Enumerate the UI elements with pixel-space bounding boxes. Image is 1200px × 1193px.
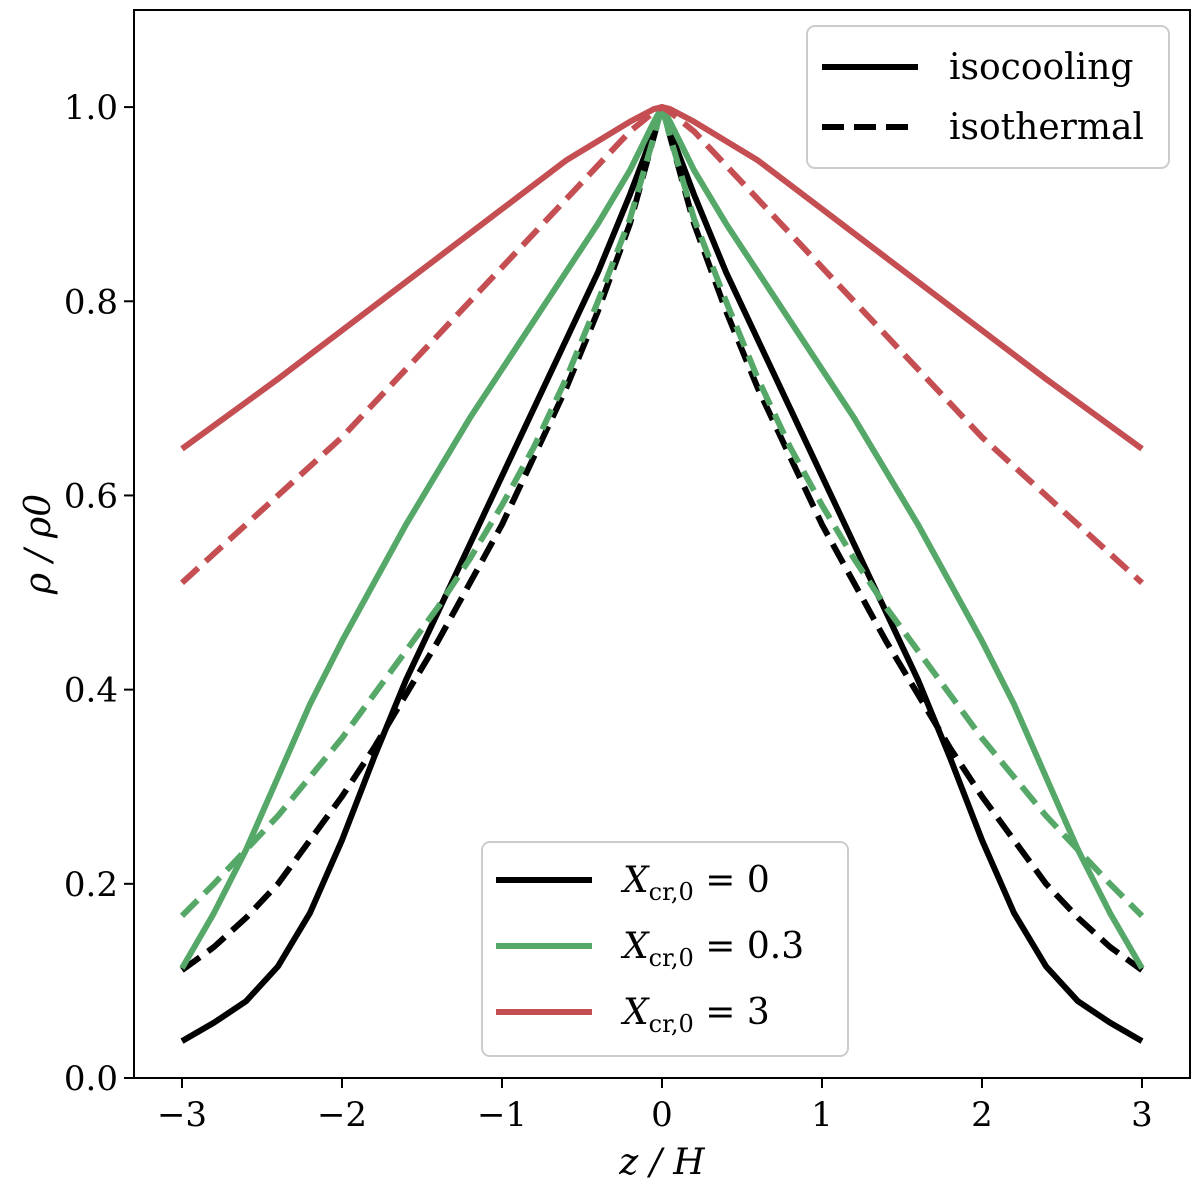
x-tick-label: 3: [1131, 1095, 1153, 1135]
x-tick-label: 0: [651, 1095, 673, 1135]
legend-style: isocooling isothermal: [806, 25, 1170, 169]
y-axis-label: ρ / ρ0: [18, 494, 59, 595]
y-tick-label: 0.0: [64, 1059, 118, 1099]
series-layer: [179, 104, 1145, 1044]
x-axis-label: z / H: [618, 1142, 705, 1183]
legend-params-label-0: Xcr,0 = 0: [620, 860, 770, 906]
legend-params-frame: [481, 841, 849, 1057]
y-tick-label: 0.4: [64, 671, 118, 711]
series-line-2: [179, 104, 1145, 970]
y-tick-label: 0.8: [64, 282, 118, 322]
legend-style-isothermal-label: isothermal: [949, 107, 1144, 148]
x-axis-ticks: −3 −2 −1 0 1 2 3: [157, 1078, 1153, 1135]
y-axis-ticks: 0.0 0.2 0.4 0.6 0.8 1.0: [64, 88, 134, 1099]
y-tick-label: 1.0: [64, 88, 118, 128]
legend-style-isocooling-label: isocooling: [949, 47, 1133, 88]
legend-params-label-1: Xcr,0 = 0.3: [620, 926, 804, 972]
series-line-5: [179, 104, 1145, 586]
x-tick-label: −1: [477, 1095, 527, 1135]
legend-params: Xcr,0 = 0 Xcr,0 = 0.3 Xcr,0 = 3: [481, 841, 849, 1057]
series-line-1: [180, 104, 1144, 973]
y-tick-label: 0.6: [64, 476, 118, 516]
legend-style-frame: [806, 25, 1170, 169]
legend-params-label-2: Xcr,0 = 3: [620, 992, 770, 1038]
x-tick-label: −3: [157, 1095, 207, 1135]
x-tick-label: −2: [317, 1095, 367, 1135]
x-tick-label: 2: [971, 1095, 993, 1135]
series-line-3: [179, 104, 1145, 918]
y-tick-label: 0.2: [64, 865, 118, 905]
x-tick-label: 1: [811, 1095, 833, 1135]
